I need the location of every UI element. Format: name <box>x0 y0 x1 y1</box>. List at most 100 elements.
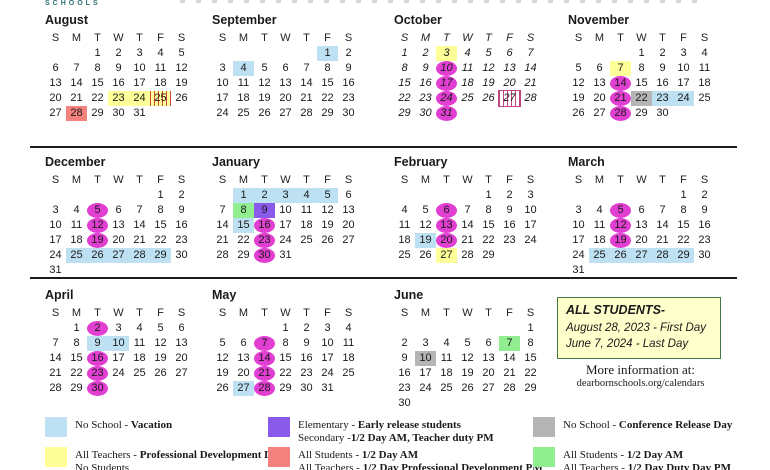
day-cell <box>499 248 520 263</box>
day-cell <box>520 396 541 411</box>
day-cell: 27 <box>233 381 254 396</box>
weekday-header: F <box>680 174 687 186</box>
day-cell: 18 <box>698 77 711 89</box>
weekday-header: T <box>443 174 450 186</box>
day-cell: 8 <box>157 204 164 216</box>
day-cell: 16 <box>656 77 669 89</box>
weekday-header: S <box>177 174 186 186</box>
weekday-header: T <box>659 174 666 186</box>
day-cell: 26 <box>216 382 229 394</box>
day-cell: 28 <box>300 107 313 119</box>
day-cell <box>631 188 652 203</box>
day-cell: 6 <box>178 322 185 334</box>
day-cell: 31 <box>572 264 585 276</box>
day-cell: 2 <box>659 47 666 59</box>
weekday-header: M <box>71 32 82 44</box>
day-cell: 11 <box>440 352 453 364</box>
day-cell: 20 <box>436 233 457 248</box>
weekday-header: T <box>303 32 310 44</box>
day-cell: 16 <box>342 77 355 89</box>
day-cell: 18 <box>398 234 411 246</box>
day-cell: 24 <box>49 249 62 261</box>
month-february: February S M T W T F S 1 2 3 4 5 6 7 8 9 10 11 12 13 14 15 16 17… <box>394 155 544 263</box>
day-cell <box>694 263 715 278</box>
legend-item-purple: Elementary - Early release students Secon… <box>268 417 494 445</box>
all-students-note-box: ALL STUDENTS- August 28, 2023 - First Da… <box>557 297 721 359</box>
day-cell: 4 <box>464 47 471 59</box>
day-cell <box>457 321 478 336</box>
day-cell: 20 <box>112 234 125 246</box>
day-cell <box>296 248 317 263</box>
day-cell <box>499 396 520 411</box>
legend-color-swatch <box>45 447 67 467</box>
weekday-header: F <box>157 32 164 44</box>
weekday-header: S <box>526 174 535 186</box>
day-cell: 11 <box>70 219 83 231</box>
day-cell: 16 <box>698 219 711 231</box>
day-cell: 24 <box>112 367 125 379</box>
weekday-header: S <box>574 174 583 186</box>
day-cell: 14 <box>503 352 516 364</box>
day-cell: 15 <box>635 77 648 89</box>
weekday-header: S <box>700 32 709 44</box>
day-cell: 18 <box>70 234 83 246</box>
month-title: April <box>45 288 74 302</box>
day-cell: 3 <box>575 204 582 216</box>
weekday-header: M <box>594 32 605 44</box>
day-cell: 12 <box>321 204 334 216</box>
day-cell: 3 <box>324 322 331 334</box>
weekday-header: S <box>344 307 353 319</box>
day-cell: 27 <box>175 367 188 379</box>
day-cell: 4 <box>157 47 164 59</box>
legend-item-red: All Students - 1/2 Day AM All Teachers - … <box>268 447 543 470</box>
day-cell: 29 <box>635 107 648 119</box>
day-cell: 24 <box>419 382 432 394</box>
day-cell: 14 <box>461 219 474 231</box>
day-cell: 21 <box>656 234 669 246</box>
day-cell: 25 <box>66 248 87 263</box>
day-cell: 6 <box>638 204 645 216</box>
day-cell: 13 <box>593 77 606 89</box>
day-cell <box>394 188 415 203</box>
day-cell: 25 <box>342 367 355 379</box>
day-cell <box>45 188 66 203</box>
month-october: October S M T W T F S 1 2 3 4 5 6 7 8 9 10 11 12 13 14 15 16 17 1… <box>394 13 544 121</box>
weekday-header: S <box>400 32 409 44</box>
day-cell: 20 <box>175 352 188 364</box>
day-cell: 5 <box>157 322 164 334</box>
day-cell: 1 <box>401 47 408 59</box>
day-cell: 26 <box>154 367 167 379</box>
day-cell: 8 <box>282 337 289 349</box>
day-cell <box>478 106 499 121</box>
day-cell: 28 <box>129 248 150 263</box>
day-cell <box>171 106 192 121</box>
day-cell: 18 <box>237 92 250 104</box>
day-cell: 3 <box>115 322 122 334</box>
day-cell: 5 <box>485 47 492 59</box>
day-cell: 22 <box>482 234 495 246</box>
weekday-header: W <box>636 32 647 44</box>
month-january: January S M T W T F S 1 2 3 4 5 6 7 8 9 10 11 12 13 14 15 16 17 1… <box>212 155 362 263</box>
day-cell: 30 <box>175 249 188 261</box>
day-cell <box>589 188 610 203</box>
day-cell: 5 <box>178 47 185 59</box>
weekday-header: F <box>157 307 164 319</box>
weekday-header: F <box>506 32 513 44</box>
day-cell: 11 <box>342 337 355 349</box>
day-cell: 16 <box>503 219 516 231</box>
day-cell: 4 <box>296 188 317 203</box>
day-cell: 22 <box>631 91 652 106</box>
day-cell: 19 <box>572 92 585 104</box>
day-cell: 17 <box>279 219 292 231</box>
day-cell: 13 <box>112 219 125 231</box>
day-cell <box>108 188 129 203</box>
day-cell: 23 <box>108 91 129 106</box>
day-cell: 30 <box>342 107 355 119</box>
weekday-header: M <box>238 32 249 44</box>
day-cell <box>129 263 150 278</box>
weekday-header: T <box>617 174 624 186</box>
weekday-header: S <box>574 32 583 44</box>
day-cell: 13 <box>482 352 495 364</box>
day-cell: 16 <box>300 352 313 364</box>
day-cell: 11 <box>698 62 711 74</box>
